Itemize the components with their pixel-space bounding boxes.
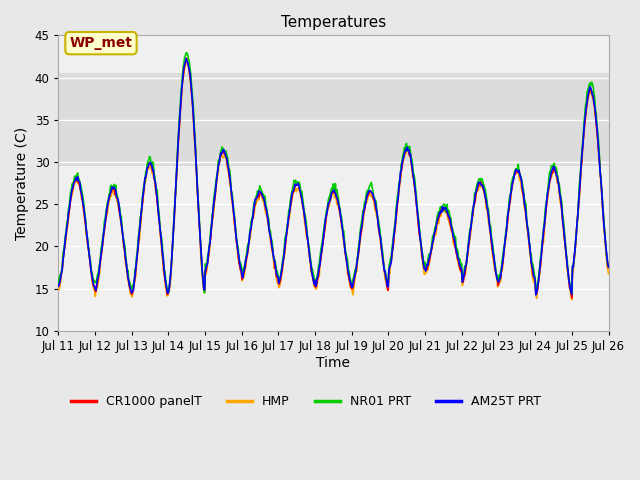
CR1000 panelT [65, 215, 72, 220]
CR1000 panelT [568, 295, 575, 301]
AM25T PRT [532, 292, 540, 298]
NR01 PRT [121, 244, 129, 250]
AM25T PRT [417, 241, 425, 247]
Line: AM25T PRT: AM25T PRT [58, 59, 609, 295]
NR01 PRT [568, 290, 575, 296]
NR01 PRT [207, 227, 214, 233]
CR1000 panelT [182, 56, 190, 61]
AM25T PRT [401, 149, 409, 155]
Line: NR01 PRT: NR01 PRT [58, 53, 609, 293]
Legend: CR1000 panelT, HMP, NR01 PRT, AM25T PRT: CR1000 panelT, HMP, NR01 PRT, AM25T PRT [66, 390, 546, 413]
NR01 PRT [54, 281, 62, 287]
AM25T PRT [121, 251, 129, 257]
Y-axis label: Temperature (C): Temperature (C) [15, 127, 29, 240]
Title: Temperatures: Temperatures [281, 15, 386, 30]
HMP [568, 297, 575, 302]
Line: CR1000 panelT: CR1000 panelT [58, 59, 609, 298]
CR1000 panelT [417, 242, 425, 248]
Bar [58, 73, 609, 166]
CR1000 panelT [401, 148, 409, 154]
NR01 PRT [182, 50, 190, 56]
CR1000 panelT [207, 234, 214, 240]
CR1000 panelT [605, 264, 612, 270]
AM25T PRT [54, 283, 62, 289]
AM25T PRT [605, 264, 612, 270]
NR01 PRT [65, 206, 72, 212]
AM25T PRT [182, 56, 190, 61]
AM25T PRT [177, 98, 185, 104]
HMP [417, 247, 425, 252]
HMP [121, 255, 129, 261]
HMP [177, 100, 185, 106]
HMP [401, 151, 409, 156]
NR01 PRT [605, 263, 612, 269]
Text: WP_met: WP_met [70, 36, 132, 50]
HMP [54, 286, 62, 292]
AM25T PRT [207, 233, 214, 239]
Line: HMP: HMP [58, 58, 609, 300]
HMP [207, 235, 214, 241]
CR1000 panelT [121, 251, 129, 256]
HMP [183, 55, 191, 61]
HMP [65, 216, 72, 222]
NR01 PRT [401, 145, 409, 151]
CR1000 panelT [177, 100, 185, 106]
NR01 PRT [177, 91, 185, 96]
HMP [605, 271, 612, 277]
X-axis label: Time: Time [316, 356, 351, 370]
NR01 PRT [417, 241, 425, 247]
AM25T PRT [65, 210, 72, 216]
CR1000 panelT [54, 283, 62, 289]
